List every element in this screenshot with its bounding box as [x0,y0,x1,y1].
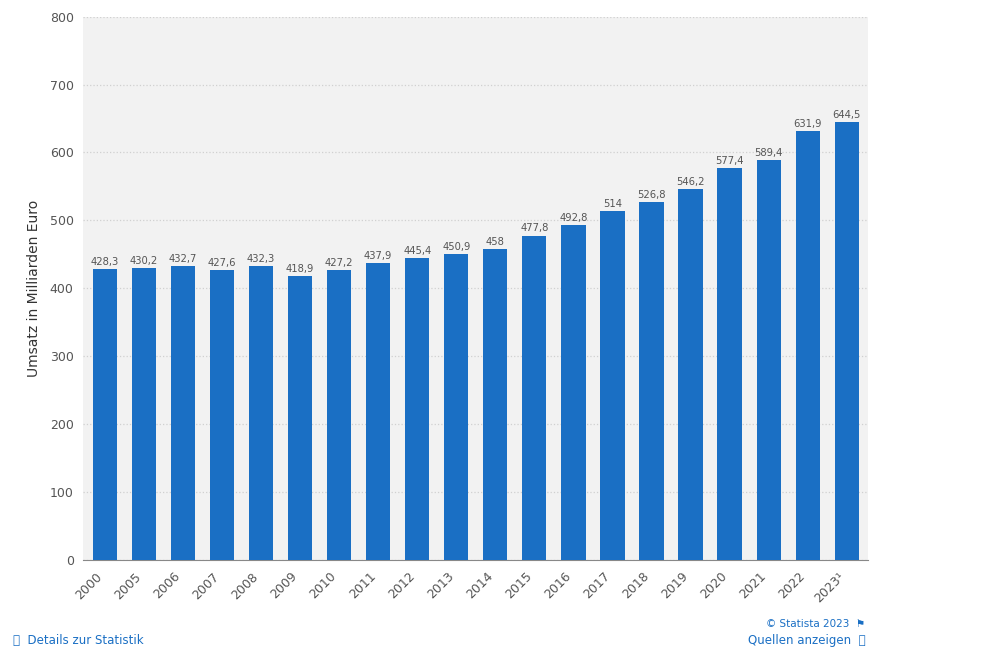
Text: 492,8: 492,8 [559,213,588,223]
Text: 526,8: 526,8 [638,190,666,200]
Text: 577,4: 577,4 [715,156,744,166]
Bar [210,270,234,560]
FancyBboxPatch shape [885,312,974,391]
Bar [796,131,820,560]
Text: 458: 458 [486,237,505,247]
Text: 427,6: 427,6 [208,258,236,268]
Bar [405,257,430,560]
Text: 432,7: 432,7 [169,254,197,264]
FancyBboxPatch shape [885,83,974,162]
Text: 432,3: 432,3 [247,255,275,265]
Bar [835,122,858,560]
FancyBboxPatch shape [885,235,974,315]
Bar [171,266,195,560]
Bar [249,267,273,560]
Text: 644,5: 644,5 [833,110,861,120]
Bar [366,263,390,560]
Text: 418,9: 418,9 [285,263,314,274]
Bar [600,211,625,560]
Text: 546,2: 546,2 [676,177,704,187]
FancyBboxPatch shape [885,7,974,86]
Text: © Statista 2023  ⚑: © Statista 2023 ⚑ [766,619,865,629]
FancyBboxPatch shape [885,159,974,239]
Bar [561,225,586,560]
Text: 631,9: 631,9 [794,119,822,129]
Text: 445,4: 445,4 [403,245,432,255]
Bar [640,202,663,560]
Bar [93,269,117,560]
Bar [717,168,742,560]
Bar [444,254,468,560]
FancyBboxPatch shape [885,388,974,467]
Bar [484,249,507,560]
Text: Quellen anzeigen  ⓘ: Quellen anzeigen ⓘ [748,634,865,648]
Text: 437,9: 437,9 [364,251,392,261]
Text: 430,2: 430,2 [129,256,158,266]
Bar [522,235,546,560]
Y-axis label: Umsatz in Milliarden Euro: Umsatz in Milliarden Euro [27,200,41,377]
Bar [756,160,781,560]
Bar [679,189,702,560]
Text: 589,4: 589,4 [754,148,783,158]
Bar [327,270,351,560]
Text: 514: 514 [603,199,622,209]
Bar [131,268,156,560]
Text: 427,2: 427,2 [325,258,353,268]
Text: ⓘ  Details zur Statistik: ⓘ Details zur Statistik [13,634,143,648]
Text: 477,8: 477,8 [520,223,548,233]
Bar [288,276,312,560]
Text: 450,9: 450,9 [442,242,471,252]
Text: 428,3: 428,3 [90,257,119,267]
